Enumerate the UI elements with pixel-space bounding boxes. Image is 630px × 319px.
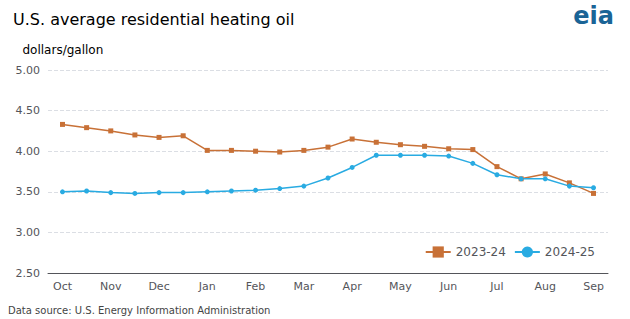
svg-text:Aug: Aug [534, 280, 555, 293]
svg-text:5.00: 5.00 [16, 64, 41, 77]
svg-text:eia: eia [573, 2, 614, 30]
svg-text:Jan: Jan [198, 280, 216, 293]
svg-text:2024-25: 2024-25 [545, 245, 595, 259]
svg-text:Jun: Jun [439, 280, 457, 293]
svg-text:3.00: 3.00 [16, 226, 41, 239]
svg-text:Sep: Sep [583, 280, 604, 293]
svg-text:Oct: Oct [53, 280, 73, 293]
svg-text:May: May [389, 280, 412, 293]
svg-text:4.00: 4.00 [16, 145, 41, 158]
svg-text:U.S. average residential heati: U.S. average residential heating oil [13, 10, 294, 29]
svg-text:dollars/gallon: dollars/gallon [22, 43, 103, 57]
svg-text:Jul: Jul [489, 280, 503, 293]
svg-text:3.50: 3.50 [16, 185, 41, 198]
svg-text:Data source: U.S. Energy Infor: Data source: U.S. Energy Information Adm… [8, 305, 270, 316]
svg-text:Dec: Dec [148, 280, 169, 293]
svg-text:Nov: Nov [100, 280, 122, 293]
svg-text:Mar: Mar [293, 280, 314, 293]
svg-text:Feb: Feb [246, 280, 265, 293]
svg-text:2.50: 2.50 [16, 267, 41, 280]
svg-text:2023-24: 2023-24 [456, 245, 506, 259]
svg-text:Apr: Apr [343, 280, 363, 293]
svg-text:4.50: 4.50 [16, 104, 41, 117]
